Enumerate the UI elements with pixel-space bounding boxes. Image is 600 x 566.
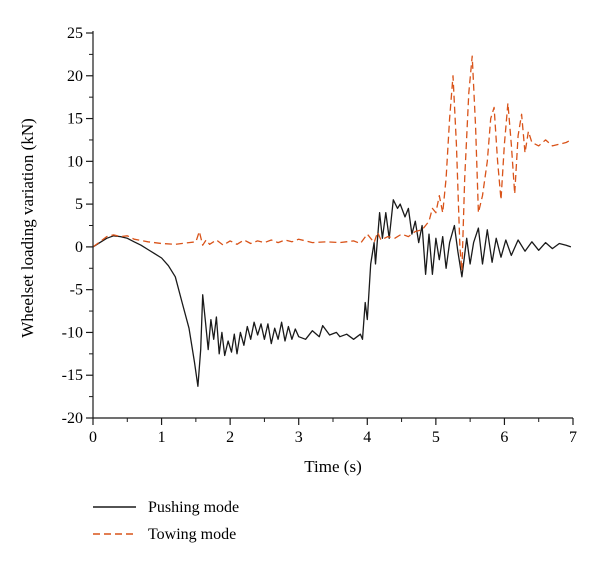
x-tick-label: 7 — [569, 429, 577, 446]
y-tick-label: 10 — [67, 153, 83, 170]
x-axis-title: Time (s) — [304, 457, 361, 476]
x-tick-label: 4 — [363, 429, 371, 446]
plot-area: 0 1 2 3 4 5 6 7 -20 -15 -10 -5 0 5 10 15 20 25 — [62, 25, 577, 446]
x-tick-label: 6 — [500, 429, 508, 446]
y-tick-label: 25 — [67, 25, 83, 42]
y-tick-label: 15 — [67, 111, 83, 128]
series-line-pushing-mode — [92, 199, 572, 387]
x-tick-label: 1 — [158, 429, 166, 446]
y-tick-label: -20 — [62, 410, 83, 427]
legend-label: Pushing mode — [148, 499, 239, 516]
y-tick-label: 20 — [67, 68, 83, 85]
y-tick-label: -5 — [70, 282, 83, 299]
legend-label: Towing mode — [148, 526, 236, 543]
x-tick-label: 3 — [295, 429, 303, 446]
series-line-towing-mode — [92, 55, 572, 272]
x-tick-label: 0 — [89, 429, 97, 446]
x-tick-label: 5 — [432, 429, 440, 446]
y-axis-title: Wheelset loading variation (kN) — [18, 118, 37, 338]
y-tick-label: -10 — [62, 324, 83, 341]
y-axis-ticks: -20 -15 -10 -5 0 5 10 15 20 25 — [62, 25, 93, 427]
series-layer — [92, 55, 572, 387]
y-tick-label: -15 — [62, 367, 83, 384]
legend: Pushing mode Towing mode — [93, 499, 239, 543]
x-axis-ticks: 0 1 2 3 4 5 6 7 — [89, 418, 577, 446]
x-tick-label: 2 — [226, 429, 234, 446]
y-tick-label: 5 — [75, 196, 83, 213]
y-tick-label: 0 — [75, 239, 83, 256]
